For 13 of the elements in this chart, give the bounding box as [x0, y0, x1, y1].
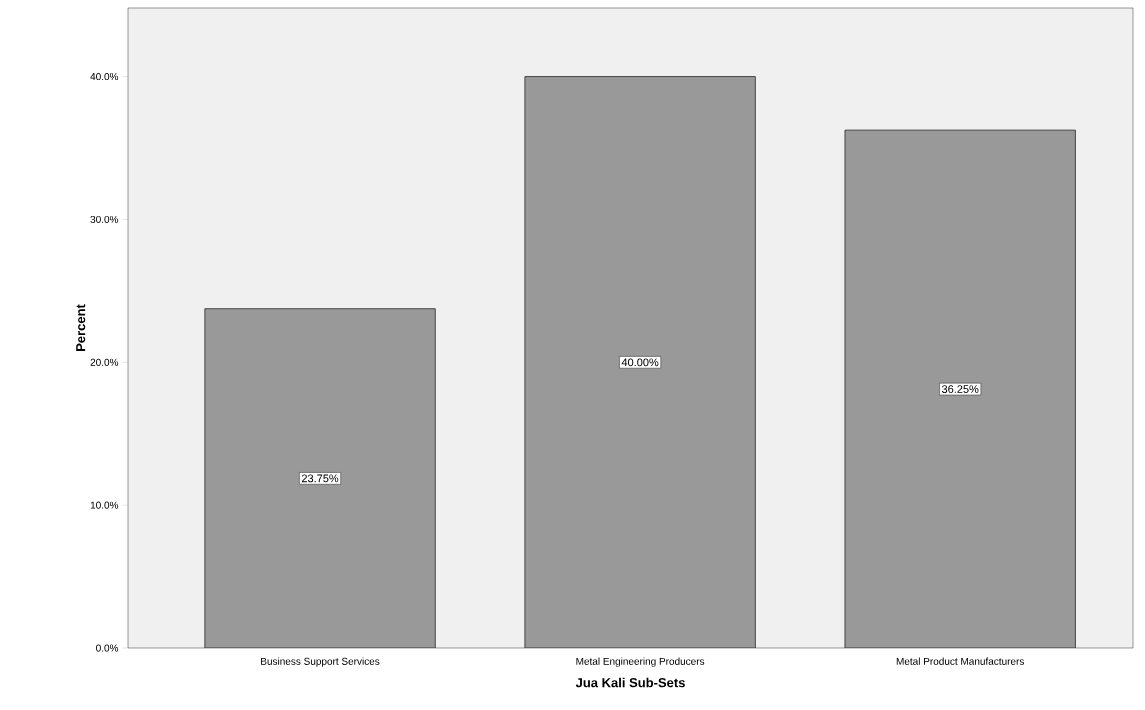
y-axis-title: Percent: [76, 304, 86, 351]
data-label: 36.25%: [941, 385, 979, 393]
y-tick-label: 30.0%: [90, 215, 119, 223]
y-tick-label: 0.0%: [96, 644, 119, 652]
y-tick-label: 10.0%: [90, 501, 119, 509]
x-tick-label: Business Support Services: [261, 657, 380, 667]
y-tick-label: 40.0%: [90, 73, 119, 81]
data-label: 40.00%: [621, 358, 659, 367]
x-tick-label: Metal Product Manufacturers: [896, 657, 1025, 665]
y-tick-label: 20.0%: [90, 358, 119, 366]
x-axis-title: Jua Kali Sub-Sets: [575, 677, 685, 688]
data-label: 23.75%: [301, 474, 339, 483]
x-tick-label: Metal Engineering Producers: [576, 657, 705, 667]
